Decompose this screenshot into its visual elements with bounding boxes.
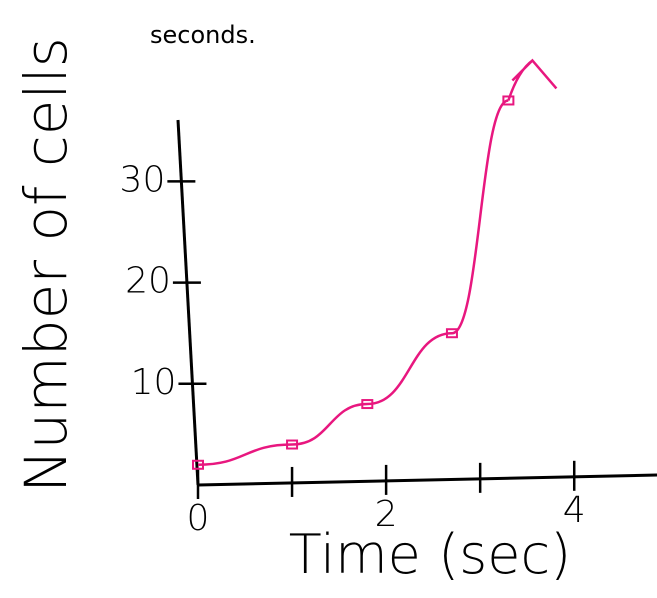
data-point xyxy=(361,399,374,410)
data-point xyxy=(286,439,299,450)
x-axis xyxy=(197,473,657,487)
x-tick-label: 0 xyxy=(187,498,210,539)
x-axis-label: Time (sec) xyxy=(289,523,572,586)
y-axis xyxy=(176,119,200,486)
y-tick-label: 30 xyxy=(120,159,166,200)
y-axis-label: Number of cells xyxy=(12,37,80,493)
y-tick-label: 10 xyxy=(131,362,177,403)
arrow-head xyxy=(507,58,558,101)
data-point xyxy=(192,459,204,470)
data-point xyxy=(445,328,458,339)
x-tick-label: 2 xyxy=(375,494,398,535)
chart-title: seconds. xyxy=(150,21,256,49)
data-point xyxy=(502,95,515,106)
data-line xyxy=(197,99,509,467)
y-tick-label: 20 xyxy=(125,261,171,302)
x-tick-label: 4 xyxy=(563,490,586,531)
